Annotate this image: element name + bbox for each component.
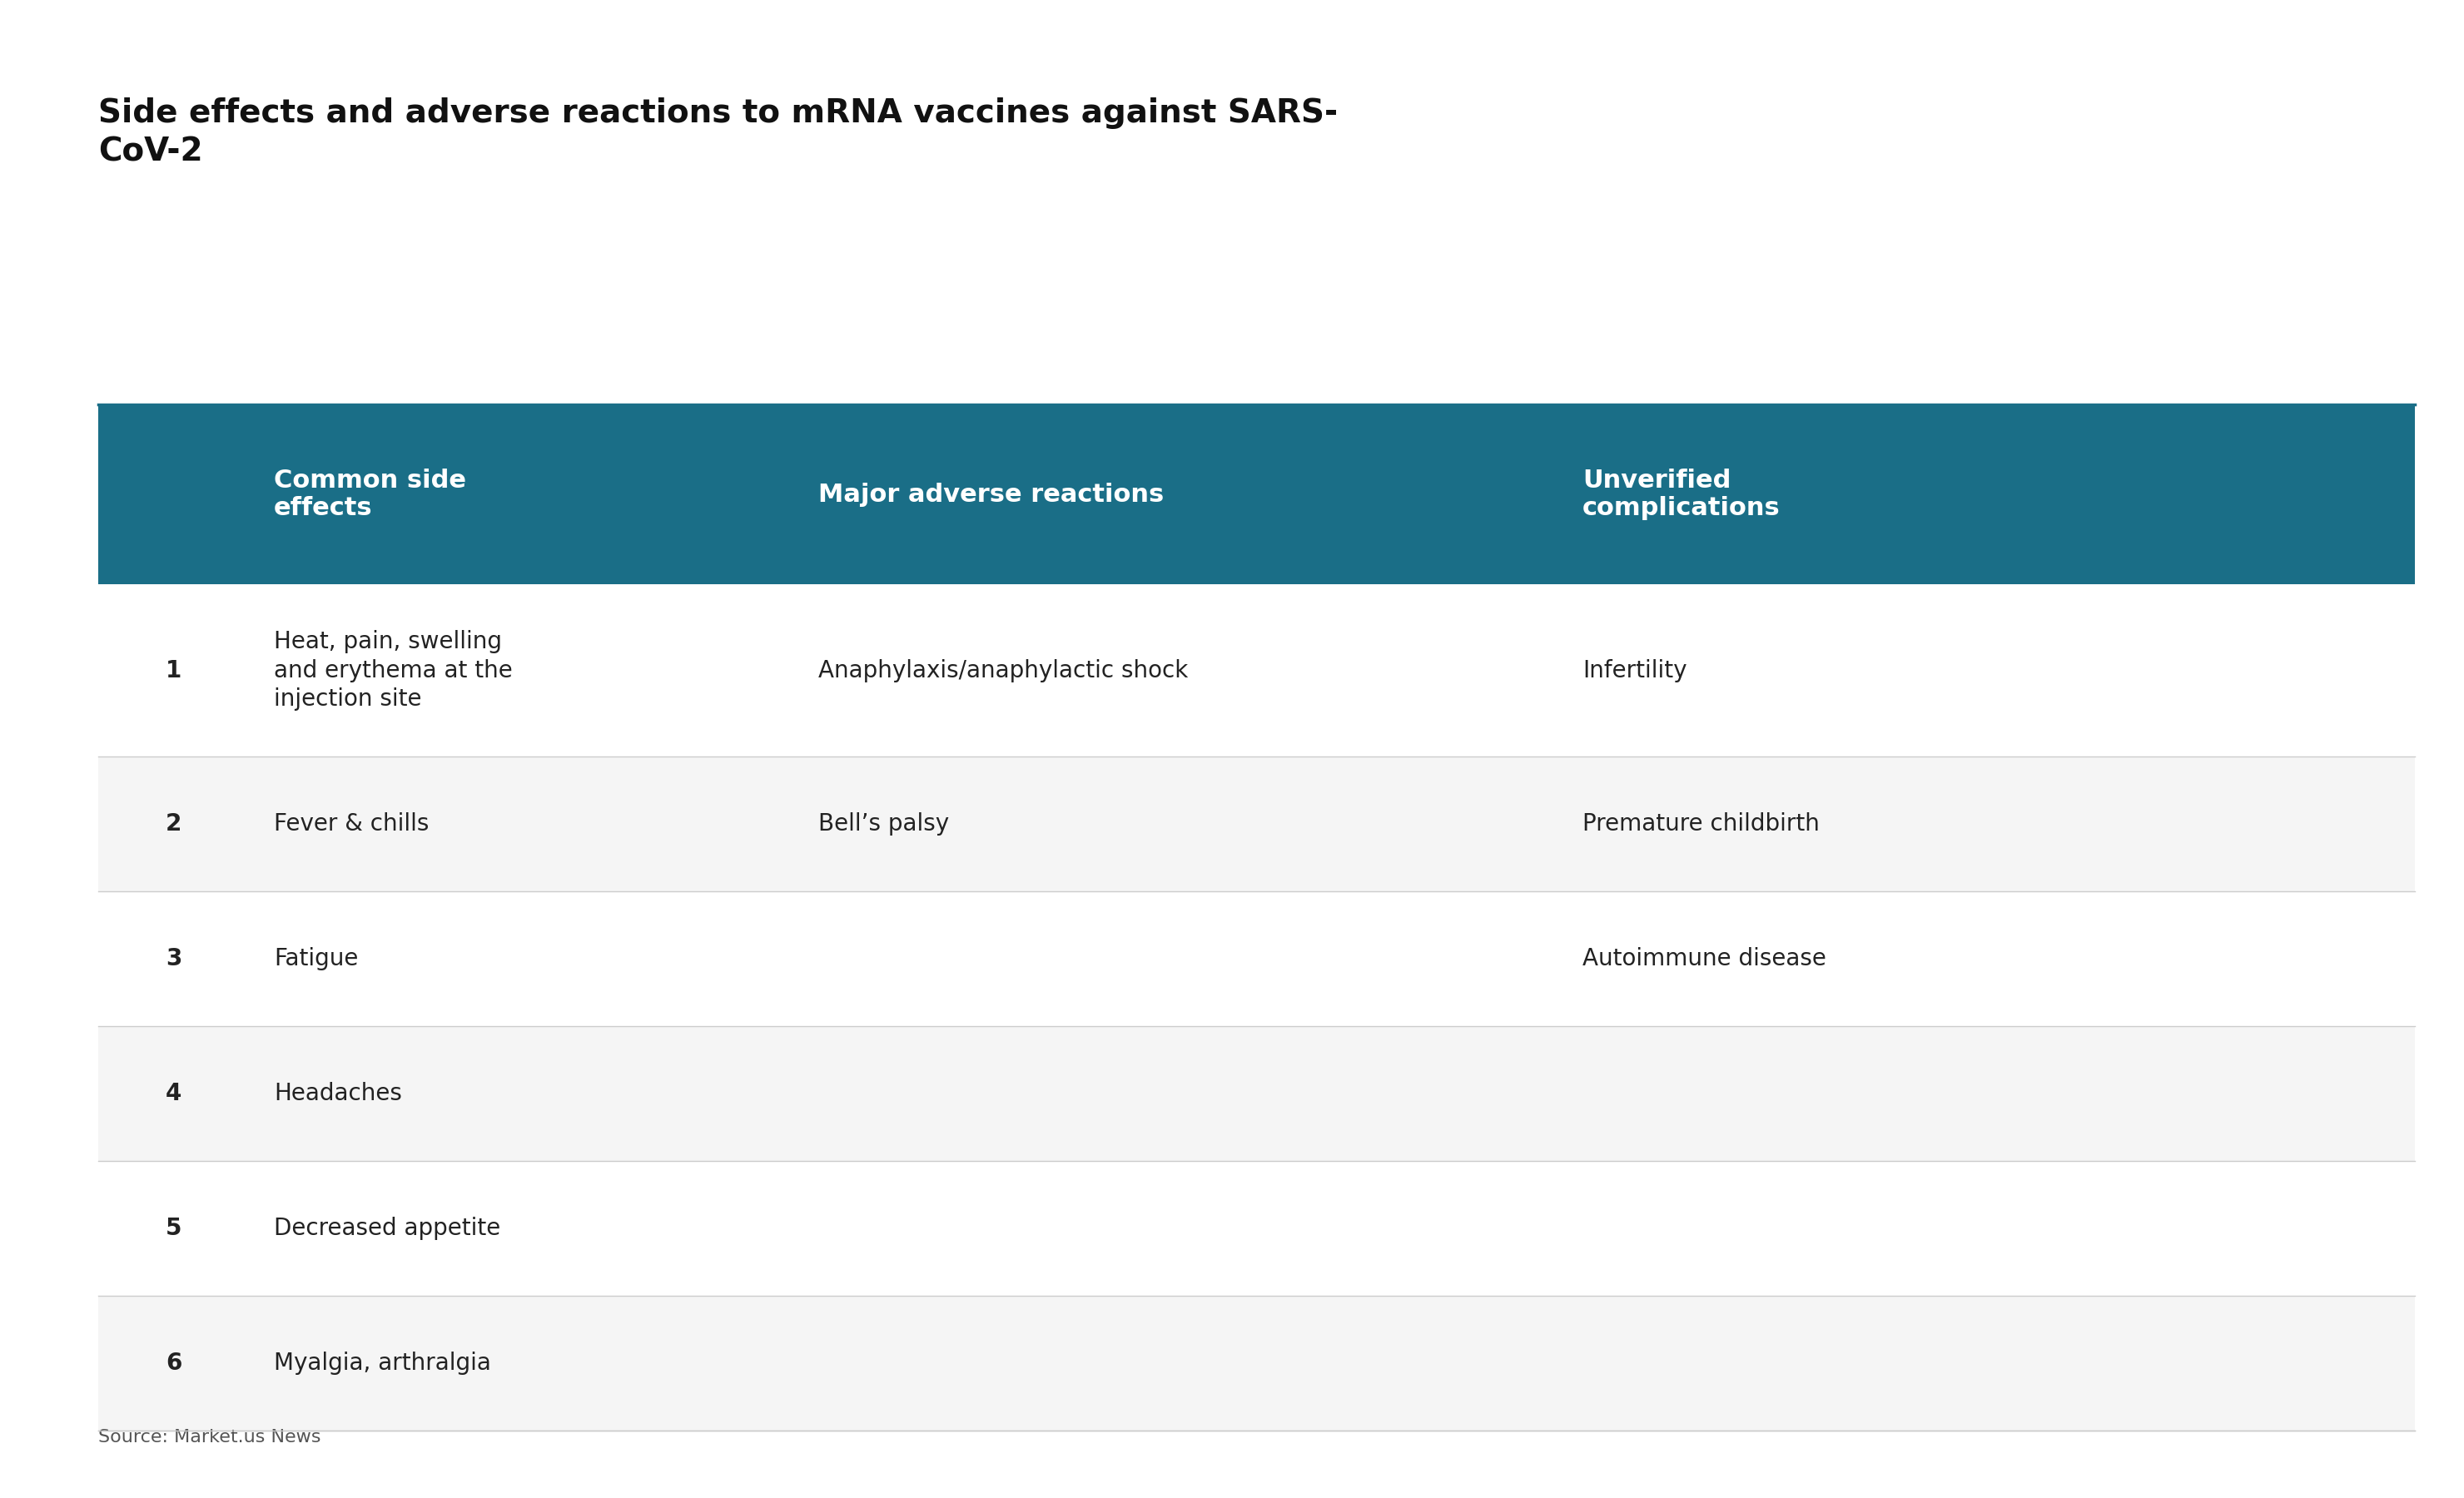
- Text: 2: 2: [165, 812, 182, 836]
- Text: Bell’s palsy: Bell’s palsy: [818, 812, 949, 836]
- Text: 5: 5: [165, 1216, 182, 1240]
- FancyBboxPatch shape: [99, 891, 2415, 1026]
- Text: Anaphylaxis/anaphylactic shock: Anaphylaxis/anaphylactic shock: [818, 659, 1188, 682]
- Text: Unverified
complications: Unverified complications: [1582, 469, 1781, 520]
- FancyBboxPatch shape: [99, 404, 2415, 584]
- Text: Side effects and adverse reactions to mRNA vaccines against SARS-
CoV-2: Side effects and adverse reactions to mR…: [99, 97, 1338, 168]
- Text: Fatigue: Fatigue: [274, 947, 357, 971]
- Text: Common side
effects: Common side effects: [274, 469, 466, 520]
- Text: 1: 1: [165, 659, 182, 682]
- Text: Fever & chills: Fever & chills: [274, 812, 429, 836]
- Text: Premature childbirth: Premature childbirth: [1582, 812, 1818, 836]
- FancyBboxPatch shape: [99, 1026, 2415, 1161]
- FancyBboxPatch shape: [99, 584, 2415, 756]
- Text: Major adverse reactions: Major adverse reactions: [818, 482, 1163, 506]
- FancyBboxPatch shape: [99, 756, 2415, 891]
- Text: Infertility: Infertility: [1582, 659, 1688, 682]
- Text: Heat, pain, swelling
and erythema at the
injection site: Heat, pain, swelling and erythema at the…: [274, 631, 513, 712]
- Text: Decreased appetite: Decreased appetite: [274, 1216, 500, 1240]
- Text: Myalgia, arthralgia: Myalgia, arthralgia: [274, 1351, 490, 1375]
- Text: Autoimmune disease: Autoimmune disease: [1582, 947, 1826, 971]
- Text: 4: 4: [165, 1082, 182, 1106]
- Text: Source: Market.us News: Source: Market.us News: [99, 1429, 320, 1446]
- Text: 3: 3: [165, 947, 182, 971]
- Text: Headaches: Headaches: [274, 1082, 402, 1106]
- FancyBboxPatch shape: [99, 1296, 2415, 1431]
- FancyBboxPatch shape: [99, 1161, 2415, 1296]
- Text: 6: 6: [165, 1351, 182, 1375]
